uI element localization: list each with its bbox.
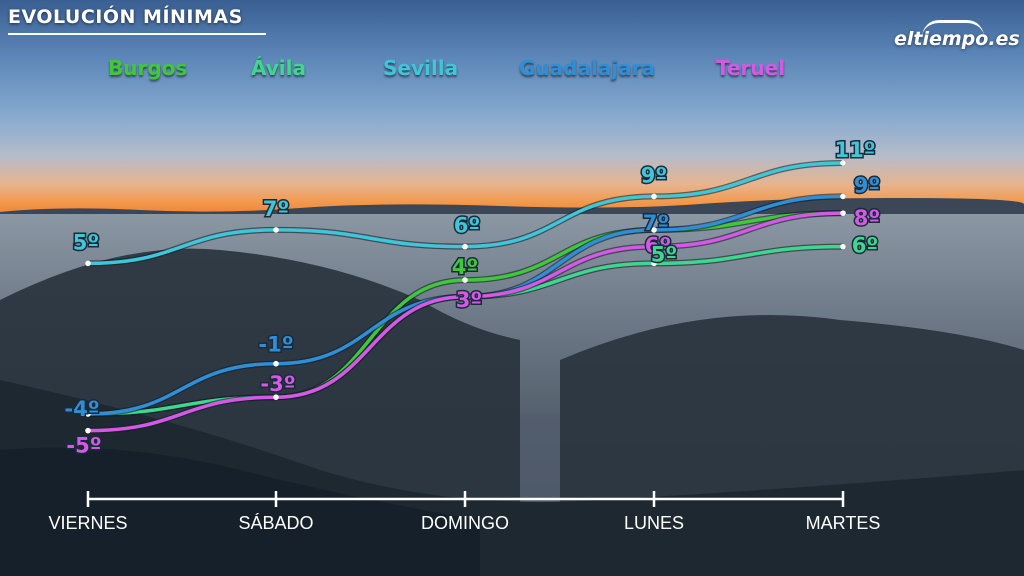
data-point-guadalajara-1 bbox=[273, 360, 279, 367]
value-label-guadalajara-martes: 9º bbox=[854, 173, 880, 197]
data-point-teruel-2 bbox=[462, 294, 468, 300]
value-label-sevilla-lunes: 9º bbox=[641, 163, 667, 187]
data-point-teruel-1 bbox=[273, 394, 279, 400]
data-point-guadalajara-4 bbox=[840, 193, 846, 200]
x-tick-label-lunes: LUNES bbox=[624, 513, 684, 533]
value-label-sevilla-sabado: 7º bbox=[263, 197, 289, 221]
legend-guadalajara: Guadalajara bbox=[519, 56, 656, 80]
cloud-logo-icon bbox=[922, 20, 984, 37]
data-point-avila-4 bbox=[840, 243, 846, 250]
value-label-guadalajara-viernes: -4º bbox=[64, 397, 99, 421]
brand-logo: eltiempo.es bbox=[894, 28, 1020, 50]
data-point-sevilla-1 bbox=[273, 227, 279, 233]
value-label-burgos-domingo: 4º bbox=[452, 255, 478, 279]
data-point-teruel-3 bbox=[651, 243, 657, 250]
legend-sevilla: Sevilla bbox=[383, 56, 459, 80]
value-label-sevilla-martes: 11º bbox=[834, 138, 875, 162]
data-point-sevilla-3 bbox=[651, 193, 657, 200]
value-label-teruel-domingo: 3º bbox=[456, 288, 482, 312]
value-label-teruel-viernes: -5º bbox=[66, 434, 101, 458]
title-underline bbox=[8, 33, 266, 35]
value-label-guadalajara-lunes: 7º bbox=[643, 211, 669, 235]
value-label-guadalajara-sabado: -1º bbox=[258, 333, 293, 357]
x-tick-label-domingo: DOMINGO bbox=[421, 513, 509, 533]
value-label-avila-martes: 6º bbox=[852, 234, 878, 258]
value-label-sevilla-domingo: 6º bbox=[454, 214, 480, 238]
value-label-teruel-lunes: 6º bbox=[645, 234, 671, 258]
data-point-guadalajara-3 bbox=[651, 227, 657, 233]
legend-burgos: Burgos bbox=[108, 56, 188, 80]
data-point-guadalajara-0 bbox=[85, 411, 91, 417]
value-label-teruel-sabado: -3º bbox=[260, 372, 295, 396]
data-point-teruel-4 bbox=[840, 210, 846, 216]
data-point-sevilla-0 bbox=[85, 260, 91, 267]
data-point-sevilla-2 bbox=[462, 243, 468, 250]
chart-title: EVOLUCIÓN MÍNIMAS bbox=[8, 6, 243, 28]
data-point-burgos-2 bbox=[462, 277, 468, 283]
value-label-avila-lunes: 5º bbox=[651, 242, 677, 266]
value-label-sevilla-viernes: 5º bbox=[73, 230, 99, 254]
legend-teruel: Teruel bbox=[716, 56, 786, 80]
data-point-sevilla-4 bbox=[840, 160, 846, 166]
x-tick-label-sabado: SÁBADO bbox=[238, 513, 313, 533]
value-label-teruel-martes: 8º bbox=[854, 206, 880, 230]
data-point-avila-3 bbox=[651, 260, 657, 267]
x-tick-label-martes: MARTES bbox=[806, 513, 881, 533]
x-tick-label-viernes: VIERNES bbox=[48, 513, 127, 533]
legend-avila: Ávila bbox=[251, 56, 307, 80]
data-point-teruel-0 bbox=[85, 427, 91, 434]
